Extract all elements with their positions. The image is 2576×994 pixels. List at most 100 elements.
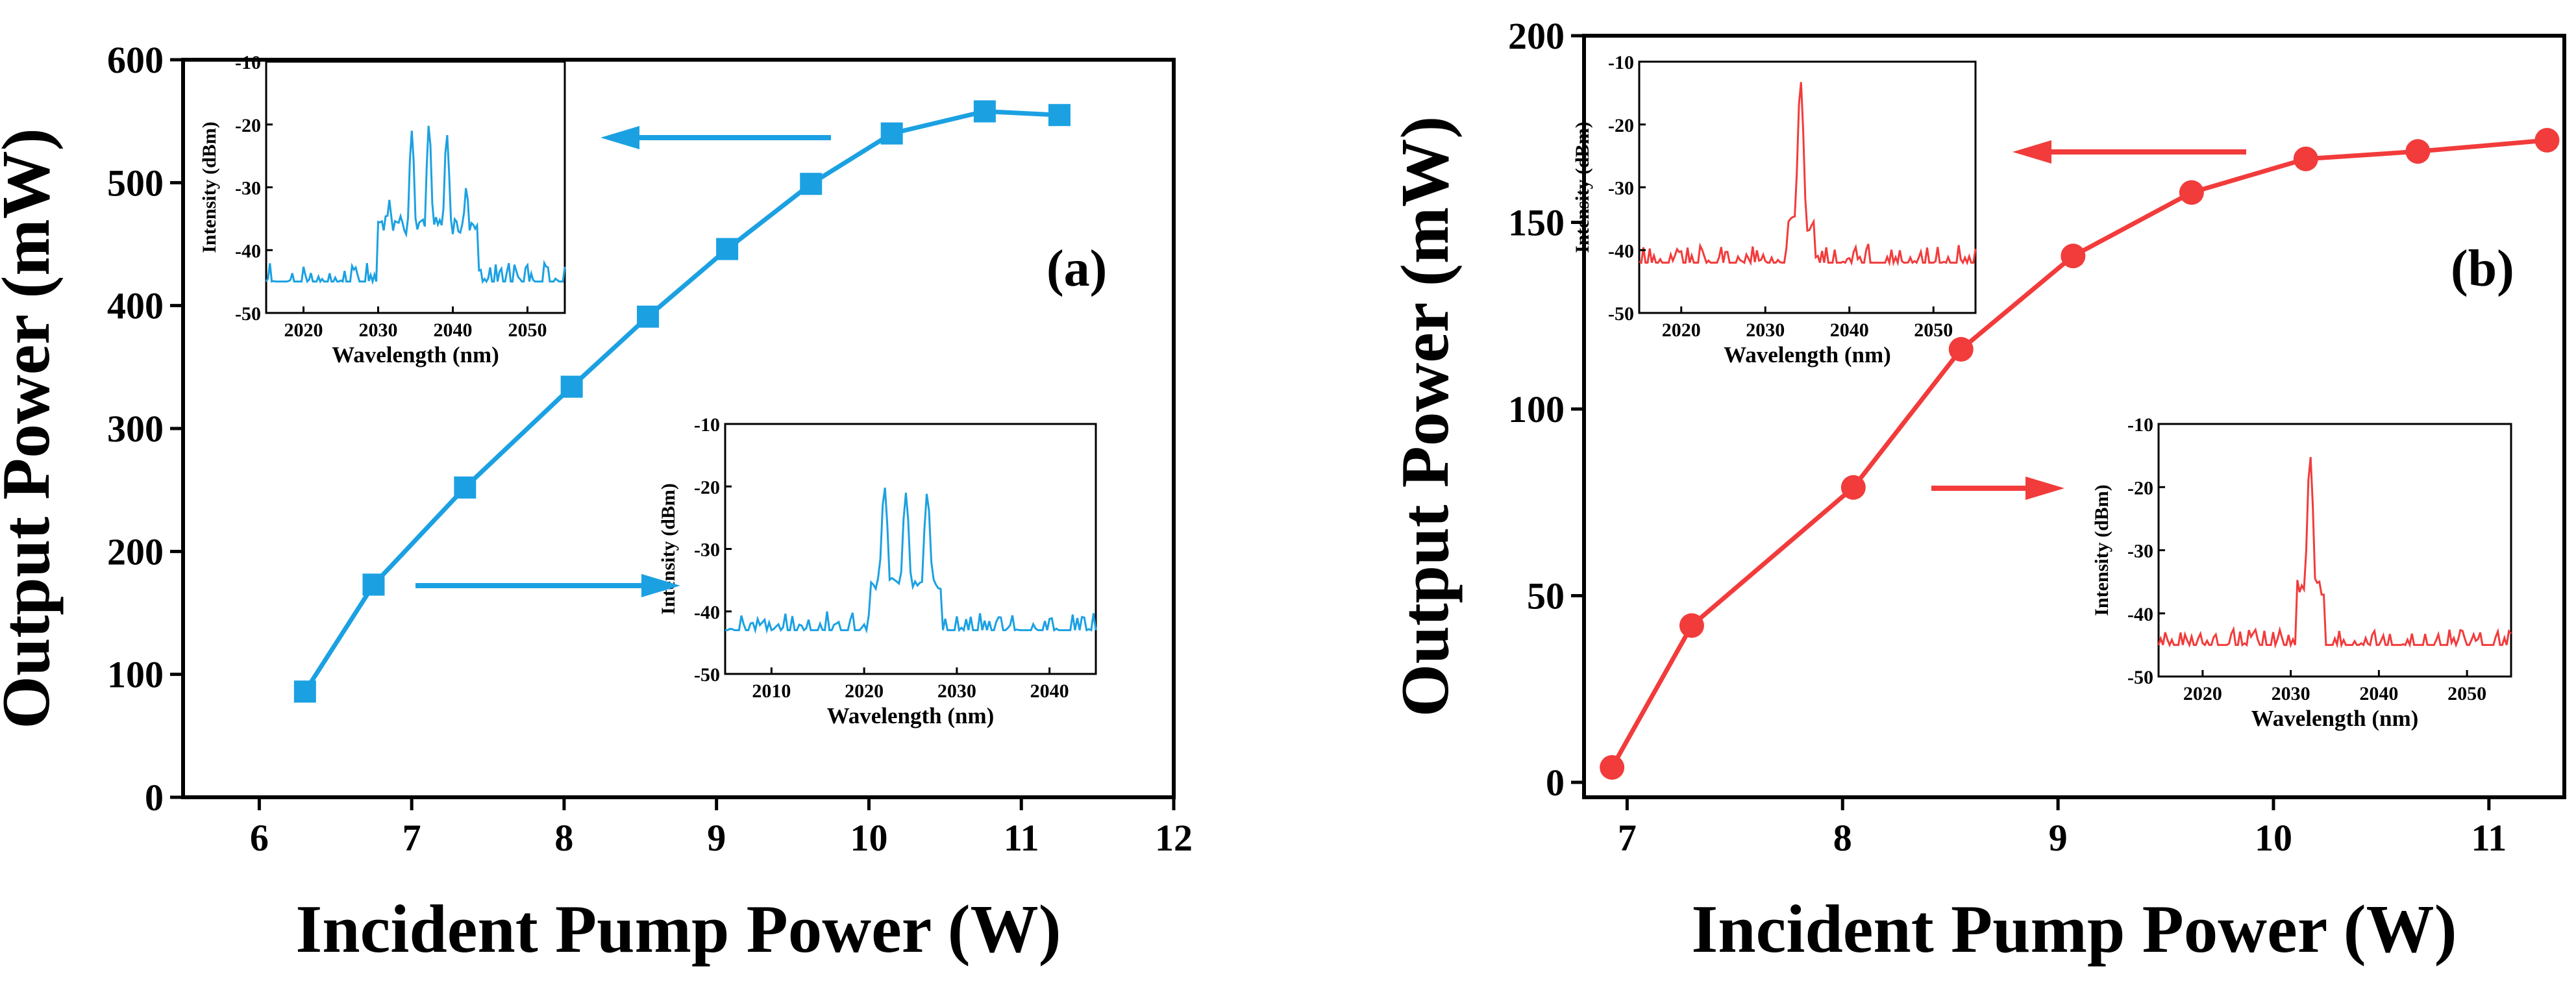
panel-b-inset-1-xtick-label: 2050 <box>1914 319 1953 341</box>
panel-b-data-point <box>2179 180 2204 205</box>
panel-b-inset-2: 2020 2030 2040 2050 -10 -20 -30 -40 -50 Wavelengt… <box>2091 414 2512 731</box>
panel-a-inset-2-ytick-label: -10 <box>694 414 720 436</box>
panel-b-ytick-label: 100 <box>1508 388 1565 430</box>
panel-a-inset-1-arrow-head <box>601 126 639 149</box>
panel-a-inset-2-ytick-label: -40 <box>694 602 720 623</box>
panel-b-inset-1-xlabel: Wavelength (nm) <box>1724 342 1891 367</box>
panel-a-xtick-label: 6 <box>250 817 269 859</box>
panel-b-tag: (b) <box>2451 240 2514 297</box>
panel-a-inset-1-xtick-label: 2050 <box>508 319 547 341</box>
panel-a-ytick-label: 500 <box>107 162 164 204</box>
panel-b-ytick-label: 150 <box>1508 202 1565 244</box>
panel-b-ytick-label: 50 <box>1527 575 1565 617</box>
panel-b-inset-2-ytick-label: -30 <box>2127 541 2153 562</box>
panel-a-data-point <box>637 305 660 328</box>
panel-a-inset-2-xtick-label: 2010 <box>752 680 791 702</box>
panel-b-data-point <box>1840 475 1866 500</box>
panel-b-xtick-label: 7 <box>1618 817 1637 859</box>
panel-a-inset-1-ytick-label: -40 <box>235 240 261 262</box>
panel-a-inset-2-spectrum <box>725 488 1097 634</box>
panel-b-inset-2-spectrum <box>2157 456 2512 649</box>
panel-a-xtick-label: 7 <box>402 817 421 859</box>
panel-a-data-point <box>973 100 996 123</box>
panel-a-tag: (a) <box>1046 240 1107 297</box>
panel-a-inset-1-ytick-label: -10 <box>235 52 261 73</box>
panel-b-inset-1-ytick-label: -50 <box>1608 303 1634 325</box>
panel-b-inset-1-ytick-label: -20 <box>1608 115 1634 136</box>
panel-b-inset-1-spectrum <box>1639 82 1977 267</box>
panel-a-ytick-label: 600 <box>107 39 164 81</box>
panel-a-inset-1-ylabel: Intensity (dBm) <box>199 121 220 253</box>
panel-b-data-point <box>1600 755 1625 780</box>
panel-b-inset-2-xlabel: Wavelength (nm) <box>2251 706 2419 731</box>
panel-a-inset-2-ytick-label: -20 <box>694 477 720 498</box>
panel-a-xtick-label: 8 <box>554 817 573 859</box>
panel-a-inset-2: 2010 2020 2030 2040 -10 -20 -30 -40 -50 Wavelengt… <box>658 414 1097 728</box>
panel-a-inset-2-xtick-label: 2020 <box>845 680 884 702</box>
panel-a-xlabel: Incident Pump Power (W) <box>295 891 1061 967</box>
panel-b-inset-2-ytick-label: -40 <box>2127 604 2153 625</box>
panel-b-inset-1-xtick-label: 2030 <box>1746 319 1785 341</box>
panel-b-inset-1-ytick-label: -40 <box>1608 240 1634 262</box>
panel-b-xtick-label: 8 <box>1833 817 1852 859</box>
panel-b-inset-1-xtick-label: 2040 <box>1830 319 1869 341</box>
panel-a-data-point <box>293 680 316 703</box>
panel-a-inset-2-ytick-label: -30 <box>694 540 720 561</box>
panel-b-data-point <box>1948 337 1974 362</box>
panel-a-inset-1-xtick-label: 2040 <box>434 319 473 341</box>
panel-a-inset-1-ytick-label: -50 <box>235 303 261 325</box>
panel-b-inset-1-ylabel: Intensity (dBm) <box>1572 121 1593 253</box>
panel-b-inset-2-ytick-label: -10 <box>2127 414 2153 436</box>
panel-a-inset-1-frame <box>265 60 566 314</box>
panel-a-data-point <box>880 122 903 145</box>
panel-a-inset-1-xtick-label: 2020 <box>284 319 323 341</box>
panel-a-data-point <box>716 238 739 260</box>
panel-a-xtick-label: 12 <box>1155 817 1193 859</box>
panel-a-data-point <box>560 375 583 398</box>
panel-b-inset-2-ytick-label: -20 <box>2127 477 2153 499</box>
panel-a-inset-1-ytick-label: -30 <box>235 178 261 199</box>
panel-b-ytick-label: 0 <box>1546 762 1565 804</box>
panel-b-data-point <box>2293 146 2318 171</box>
panel-b-data-point <box>2061 243 2086 269</box>
panel-b-inset-1-xtick-label: 2020 <box>1662 319 1701 341</box>
panel-a-xtick-label: 9 <box>707 817 726 859</box>
panel-b-inset-2-xtick-label: 2040 <box>2359 683 2398 704</box>
panel-a-ytick-label: 400 <box>107 285 164 327</box>
panel-b-inset-2-ytick-label: -50 <box>2127 667 2153 688</box>
panel-a-inset-1-xlabel: Wavelength (nm) <box>332 342 499 367</box>
panel-a-inset-1-ytick-label: -20 <box>235 115 261 136</box>
panel-b-frame <box>1582 34 2566 799</box>
panel-b-xtick-label: 10 <box>2255 817 2292 859</box>
panel-a-inset-1: 2020 2030 2040 2050 -10 -20 -30 -40 -50 Wavelengt… <box>199 52 566 367</box>
panel-b-inset-1: 2020 2030 2040 2050 -10 -20 -30 -40 -50 Wavelengt… <box>1572 52 1977 367</box>
panel-a-inset-1-xtick-label: 2030 <box>359 319 398 341</box>
panel-a-data-point <box>800 173 823 195</box>
panel-b-xlabel: Incident Pump Power (W) <box>1691 891 2457 967</box>
panel-a-data-point <box>362 573 385 596</box>
panel-a-inset-2-xtick-label: 2030 <box>937 680 976 702</box>
panel-b-inset-2-xtick-label: 2020 <box>2183 683 2222 704</box>
panel-a-inset-2-frame <box>724 423 1097 675</box>
panel-b-inset-2-xtick-label: 2030 <box>2272 683 2310 704</box>
panel-b-inset-1-ytick-label: -10 <box>1608 52 1634 73</box>
panel-a-data-point <box>454 476 477 499</box>
panel-b-ylabel: Output Power (mW) <box>1387 116 1463 717</box>
panel-b-inset-1-ytick-label: -30 <box>1608 178 1634 199</box>
panel-a-data-point <box>1048 104 1071 127</box>
panel-a-inset-2-ylabel: Intensity (dBm) <box>658 483 679 615</box>
panel-a-ytick-label: 300 <box>107 408 164 450</box>
panel-b-inset-2-arrow-head <box>2025 477 2064 500</box>
panel-b-inset-1-frame <box>1638 60 1977 314</box>
panel-a-inset-2-ytick-label: -50 <box>694 664 720 686</box>
panel-a-series-line <box>303 108 1060 693</box>
panel-b-data-point <box>1679 613 1704 638</box>
panel-a-xtick-label: 10 <box>850 817 887 859</box>
panel-a-inset-2-arrow-head <box>641 574 680 597</box>
panel-a-ytick-label: 100 <box>107 654 164 696</box>
panel-a-inset-2-xlabel: Wavelength (nm) <box>827 703 995 728</box>
panel-a-ytick-label: 0 <box>145 777 164 819</box>
panel-a-xtick-label: 11 <box>1004 817 1039 859</box>
panel-b-xtick-label: 11 <box>2471 817 2507 859</box>
